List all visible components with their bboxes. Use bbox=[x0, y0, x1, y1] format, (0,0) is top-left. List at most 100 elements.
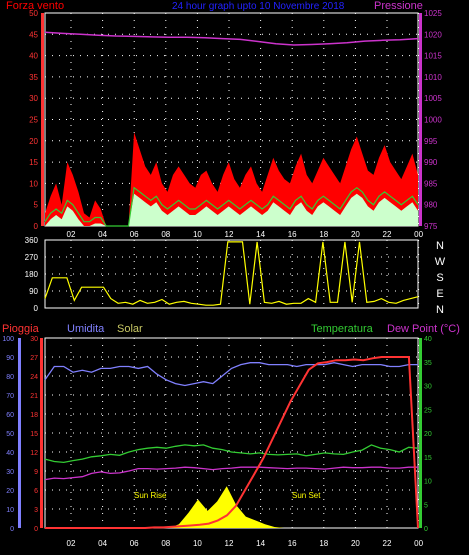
header-right-label: Pressione bbox=[374, 0, 423, 12]
y-tick-temperature: 35 bbox=[424, 360, 432, 367]
compass-label: N bbox=[436, 240, 444, 252]
pressure-line bbox=[44, 31, 419, 46]
y-tick-direction: 0 bbox=[34, 304, 39, 313]
y-tick-humidity: 100 bbox=[2, 336, 14, 343]
y-tick-pressure: 1015 bbox=[424, 52, 442, 61]
y-tick-temperature: 0 bbox=[424, 526, 428, 533]
compass-label: W bbox=[435, 256, 446, 268]
y-tick-humidity: 60 bbox=[6, 412, 14, 419]
y-tick-temperature: 5 bbox=[424, 502, 428, 509]
x-tick-label-bottom: 12 bbox=[225, 539, 234, 548]
x-tick-label-bottom: 00 bbox=[414, 539, 423, 548]
y-tick-direction: 360 bbox=[25, 236, 39, 245]
label-dewpoint: Dew Point (°C) bbox=[387, 323, 460, 335]
x-tick-label-bottom: 14 bbox=[256, 539, 265, 548]
x-tick-label-bottom: 20 bbox=[351, 539, 360, 548]
y-tick-wind: 5 bbox=[34, 201, 39, 210]
solar-area bbox=[45, 486, 418, 528]
y-tick-humidity: 40 bbox=[6, 450, 14, 457]
y-tick-temperature: 15 bbox=[424, 455, 432, 462]
x-tick-label-top: 04 bbox=[98, 230, 107, 239]
y-tick-humidity: 30 bbox=[6, 469, 14, 476]
wind-base-area bbox=[45, 193, 418, 226]
y-tick-temperature: 20 bbox=[424, 431, 432, 438]
x-tick-label-top: 20 bbox=[351, 230, 360, 239]
y-tick-temperature: 25 bbox=[424, 407, 432, 414]
compass-label: E bbox=[436, 288, 443, 300]
y-tick-humidity: 0 bbox=[10, 526, 14, 533]
y-tick-wind: 10 bbox=[29, 179, 38, 188]
header-left-label: Forza vento bbox=[6, 0, 64, 12]
y-tick-pressure: 1000 bbox=[424, 116, 442, 125]
x-tick-label-top: 06 bbox=[130, 230, 139, 239]
x-tick-label-bottom: 08 bbox=[161, 539, 170, 548]
x-tick-label-top: 18 bbox=[319, 230, 328, 239]
y-tick-pressure: 1005 bbox=[424, 94, 442, 103]
y-tick-rain: 0 bbox=[34, 526, 38, 533]
x-tick-label-bottom: 22 bbox=[383, 539, 392, 548]
y-tick-rain: 18 bbox=[30, 412, 38, 419]
compass-label: N bbox=[436, 304, 444, 316]
y-tick-wind: 40 bbox=[29, 52, 38, 61]
y-tick-temperature: 30 bbox=[424, 384, 432, 391]
humidity-line bbox=[44, 362, 418, 387]
label-temperatura: Temperatura bbox=[311, 323, 374, 335]
rain-line bbox=[45, 356, 419, 529]
annotation-sun-rise: Sun Rise bbox=[134, 491, 167, 500]
wind-direction-line bbox=[44, 241, 419, 306]
y-tick-direction: 180 bbox=[25, 270, 39, 279]
y-tick-rain: 3 bbox=[34, 507, 38, 514]
y-tick-wind: 15 bbox=[29, 158, 38, 167]
series-layer bbox=[44, 31, 419, 529]
label-solar: Solar bbox=[117, 323, 143, 335]
y-tick-pressure: 980 bbox=[424, 201, 438, 210]
y-tick-pressure: 995 bbox=[424, 137, 438, 146]
y-tick-pressure: 1010 bbox=[424, 73, 442, 82]
grid-layer bbox=[45, 13, 420, 528]
x-tick-label-top: 22 bbox=[383, 230, 392, 239]
x-tick-label-top: 16 bbox=[288, 230, 297, 239]
y-tick-rain: 21 bbox=[30, 393, 38, 400]
header-center-label: 24 hour graph upto 10 Novembre 2018 bbox=[172, 1, 345, 12]
y-tick-rain: 15 bbox=[30, 431, 38, 438]
x-tick-label-bottom: 04 bbox=[98, 539, 107, 548]
x-tick-label-top: 08 bbox=[161, 230, 170, 239]
y-tick-direction: 90 bbox=[29, 287, 38, 296]
y-tick-rain: 9 bbox=[34, 469, 38, 476]
temperature-line bbox=[44, 444, 419, 464]
y-tick-pressure: 975 bbox=[424, 222, 438, 231]
y-tick-humidity: 70 bbox=[6, 393, 14, 400]
x-tick-label-bottom: 10 bbox=[193, 539, 202, 548]
y-tick-rain: 27 bbox=[30, 355, 38, 362]
x-tick-label-top: 10 bbox=[193, 230, 202, 239]
y-tick-humidity: 90 bbox=[6, 355, 14, 362]
y-tick-humidity: 10 bbox=[6, 507, 14, 514]
x-tick-label-bottom: 02 bbox=[67, 539, 76, 548]
x-tick-label-bottom: 06 bbox=[130, 539, 139, 548]
y-tick-wind: 50 bbox=[29, 9, 38, 18]
label-pioggia: Pioggia bbox=[2, 323, 40, 335]
wind-axis-bar bbox=[41, 13, 44, 226]
y-tick-humidity: 80 bbox=[6, 374, 14, 381]
y-tick-temperature: 10 bbox=[424, 479, 432, 486]
y-tick-rain: 30 bbox=[30, 336, 38, 343]
annotation-sun-set: Sun Set bbox=[292, 491, 321, 500]
y-tick-wind: 25 bbox=[29, 116, 38, 125]
y-tick-direction: 270 bbox=[25, 253, 39, 262]
y-tick-rain: 24 bbox=[30, 374, 38, 381]
y-tick-pressure: 1025 bbox=[424, 9, 442, 18]
y-tick-wind: 35 bbox=[29, 73, 38, 82]
y-tick-pressure: 985 bbox=[424, 179, 438, 188]
compass-label: S bbox=[436, 272, 443, 284]
y-tick-pressure: 1020 bbox=[424, 30, 442, 39]
label-umidita: Umidita bbox=[67, 323, 105, 335]
x-tick-label-top: 12 bbox=[225, 230, 234, 239]
pressure-axis-bar bbox=[419, 13, 422, 226]
y-tick-wind: 30 bbox=[29, 94, 38, 103]
axis-layer: 0202040406060808101012121414161618182020… bbox=[2, 9, 445, 548]
x-tick-label-top: 00 bbox=[414, 230, 423, 239]
dewpoint-line bbox=[44, 466, 418, 481]
x-tick-label-top: 14 bbox=[256, 230, 265, 239]
